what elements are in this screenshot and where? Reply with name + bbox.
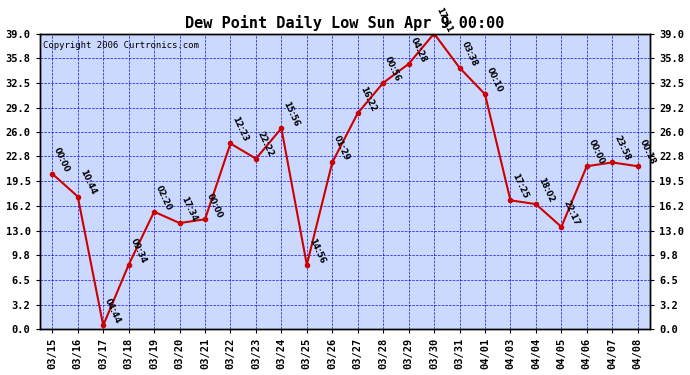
Text: 12:23: 12:23 (230, 116, 250, 144)
Text: 00:00: 00:00 (52, 146, 72, 174)
Text: 04:44: 04:44 (104, 297, 123, 326)
Text: 01:29: 01:29 (333, 135, 352, 162)
Text: 09:34: 09:34 (128, 237, 148, 265)
Text: 17:11: 17:11 (434, 6, 453, 34)
Text: 15:56: 15:56 (282, 100, 301, 128)
Title: Dew Point Daily Low Sun Apr 9 00:00: Dew Point Daily Low Sun Apr 9 00:00 (186, 15, 504, 31)
Text: 22:22: 22:22 (256, 130, 275, 159)
Text: 00:10: 00:10 (485, 66, 504, 94)
Text: 17:25: 17:25 (511, 172, 530, 200)
Text: 00:00: 00:00 (586, 138, 606, 166)
Text: 00:18: 00:18 (638, 138, 657, 166)
Text: 23:58: 23:58 (612, 135, 631, 162)
Text: 17:34: 17:34 (179, 195, 199, 223)
Text: 10:44: 10:44 (78, 168, 97, 196)
Text: 03:38: 03:38 (460, 40, 479, 68)
Text: 00:56: 00:56 (383, 55, 402, 83)
Text: 02:20: 02:20 (154, 184, 173, 212)
Text: 18:02: 18:02 (536, 176, 555, 204)
Text: Copyright 2006 Curtronics.com: Copyright 2006 Curtronics.com (43, 41, 199, 50)
Text: 14:56: 14:56 (307, 237, 326, 265)
Text: 22:17: 22:17 (562, 199, 581, 227)
Text: 16:22: 16:22 (357, 85, 377, 113)
Text: 04:28: 04:28 (408, 36, 428, 64)
Text: 00:00: 00:00 (205, 192, 224, 219)
